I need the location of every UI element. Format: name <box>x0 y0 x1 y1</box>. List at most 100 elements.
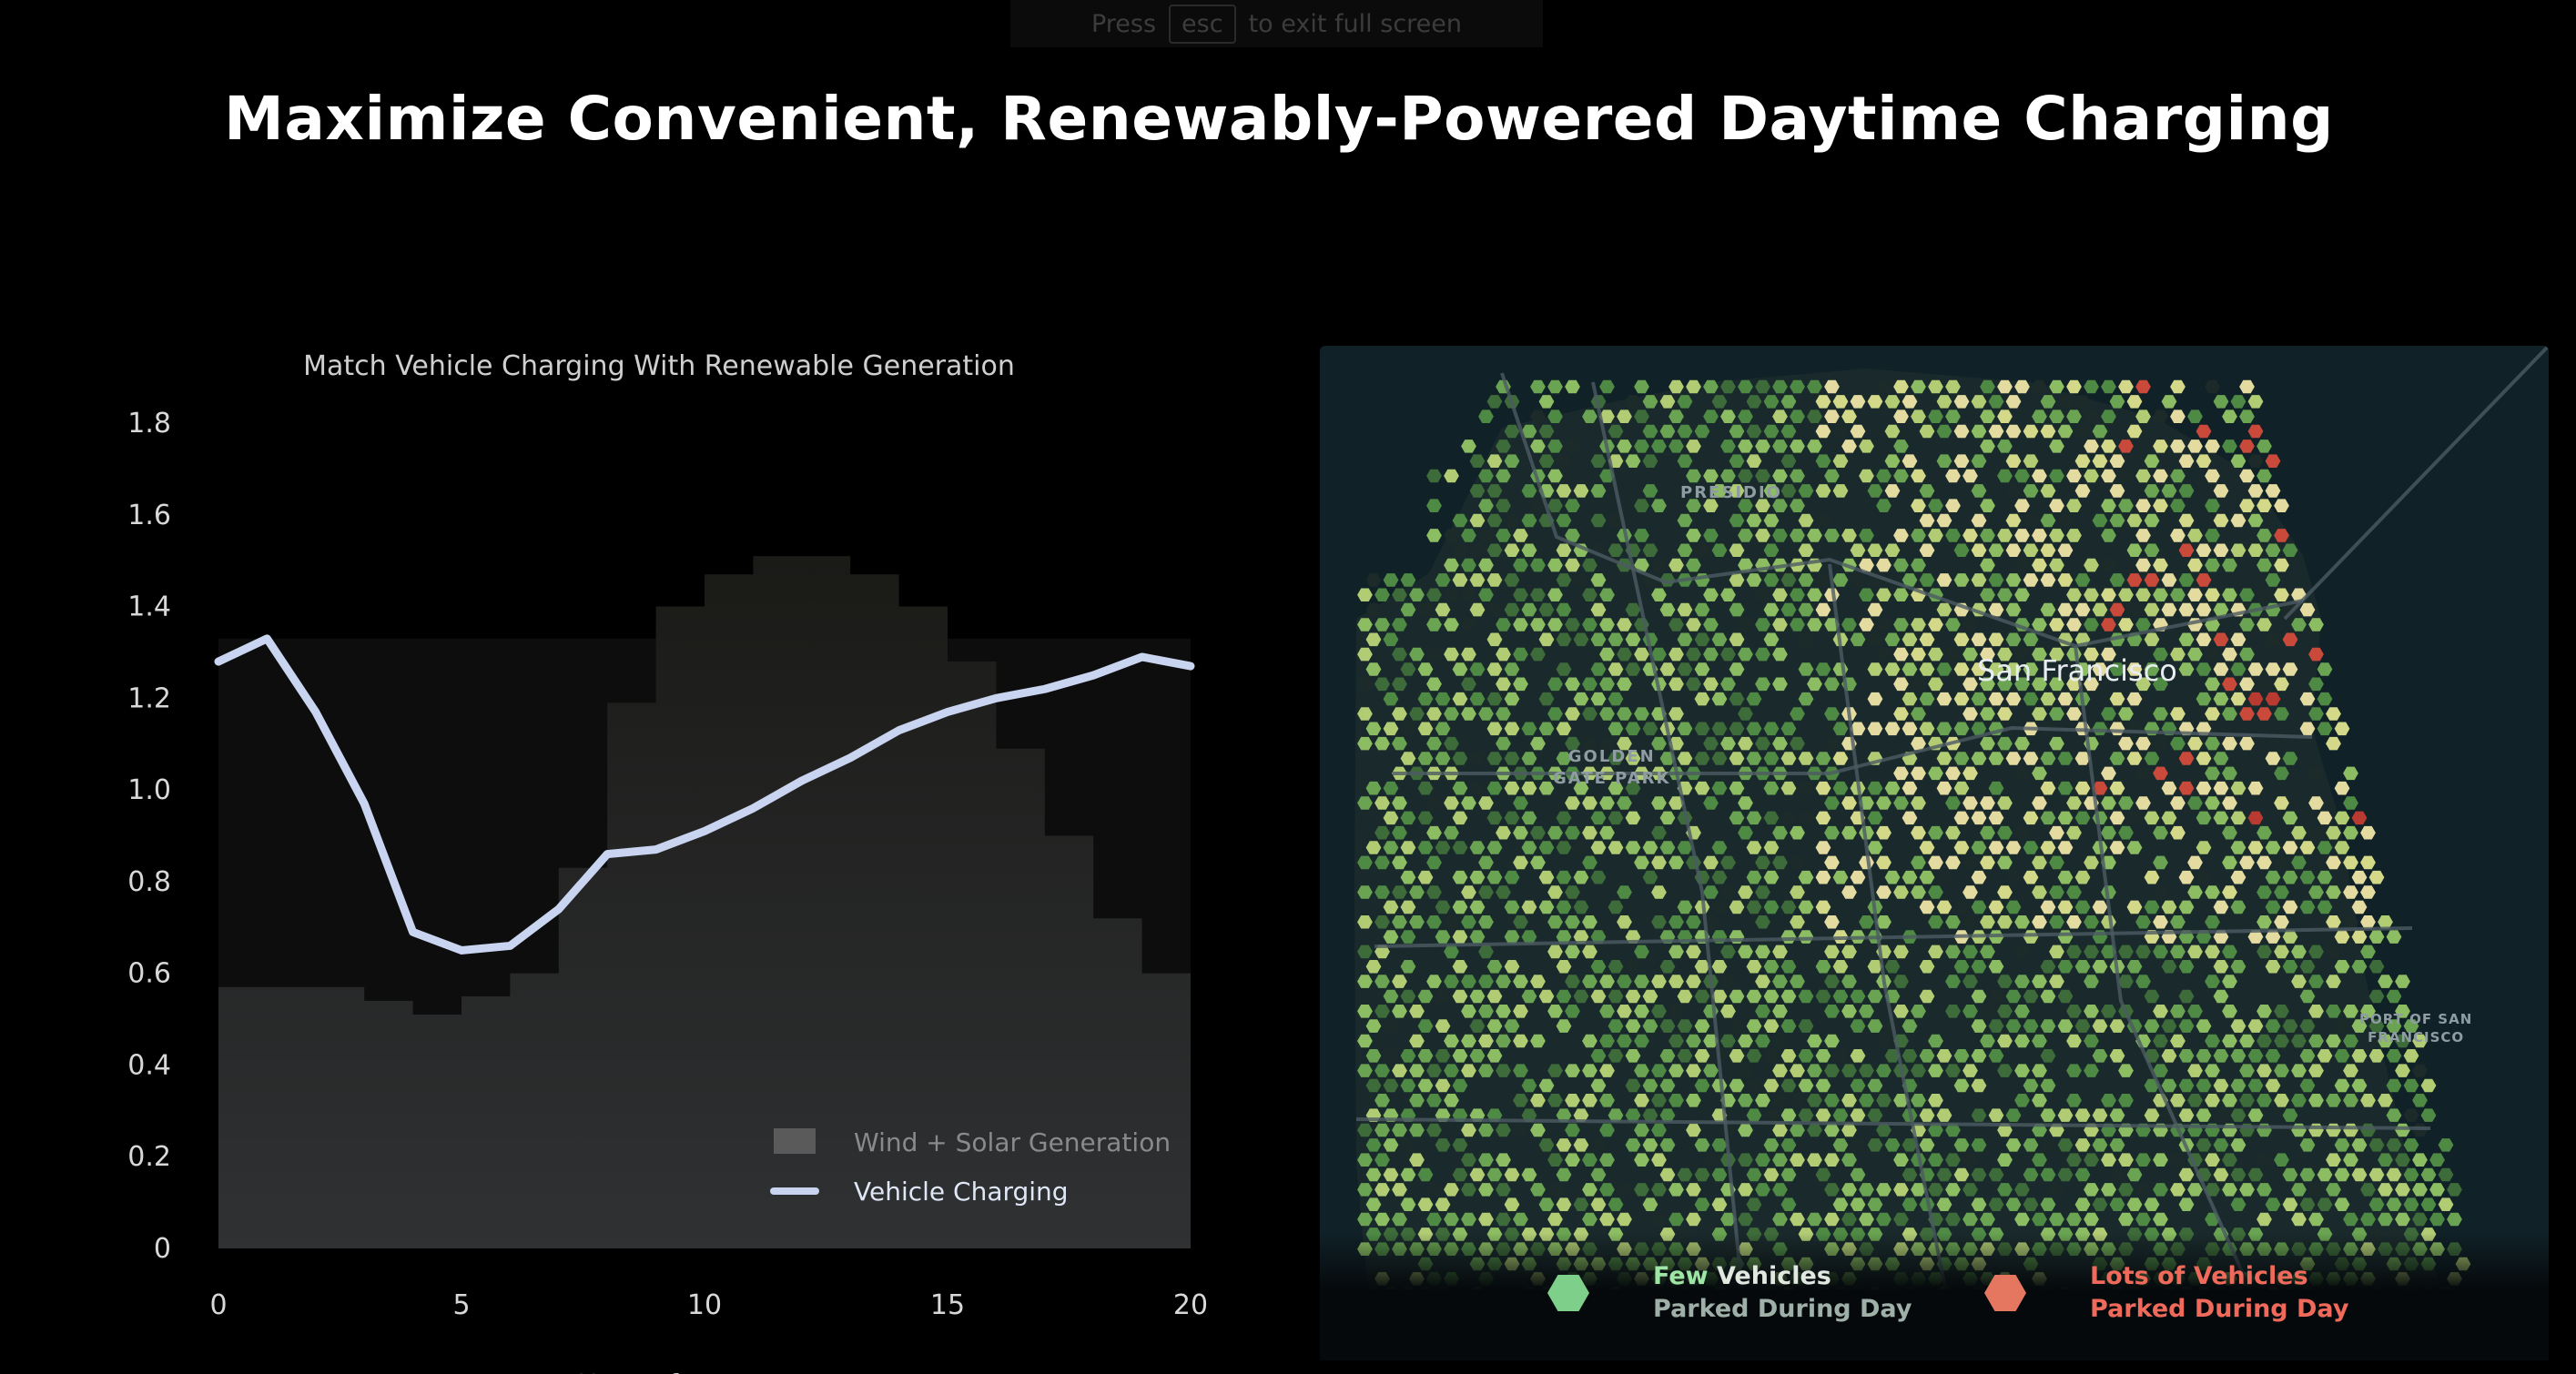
san-francisco-map[interactable]: PRESIDIO GOLDEN GATE PARK San Francisco … <box>1320 346 2549 1360</box>
map-hex-cell <box>1850 870 1866 884</box>
map-hex-cell <box>2282 841 2298 854</box>
map-hex-cell <box>2412 1034 2428 1048</box>
map-hex-cell <box>1738 499 1753 512</box>
map-hex-cell <box>2247 454 2264 468</box>
map-hex-cell <box>1876 915 1891 929</box>
map-hex-cell <box>2109 573 2125 587</box>
map-hex-cell <box>2144 752 2160 765</box>
map-hex-cell <box>1634 379 1649 394</box>
map-hex-cell <box>1780 1049 1797 1063</box>
map-hex-cell <box>1530 499 1546 512</box>
map-hex-cell <box>2153 825 2168 840</box>
map-hex-cell <box>1365 573 1382 587</box>
map-hex-cell <box>2438 1197 2454 1211</box>
map-hex-cell <box>2420 1078 2437 1093</box>
map-hex-cell <box>1496 885 1511 899</box>
map-hex-cell <box>1919 960 1935 974</box>
map-hex-cell <box>1365 1019 1382 1033</box>
map-hex-cell <box>2412 1153 2428 1167</box>
map-hex-cell <box>1617 796 1632 810</box>
map-hex-cell <box>1953 1078 1970 1093</box>
map-hex-cell <box>2291 825 2307 840</box>
map-hex-cell <box>1962 975 1978 988</box>
map-hex-cell <box>2205 529 2220 542</box>
map-hex-cell <box>2213 1138 2229 1152</box>
map-hex-cell <box>2084 1153 2099 1167</box>
map-hex-cell <box>1902 632 1918 647</box>
map-hex-cell <box>1919 722 1935 736</box>
map-hex-cell <box>2170 1094 2186 1107</box>
map-hex-cell <box>1962 915 1978 929</box>
map-hex-cell <box>2178 1049 2195 1063</box>
map-hex-cell <box>2074 781 2091 795</box>
map-hex-cell <box>2196 1138 2212 1152</box>
map-hex-cell <box>2368 870 2385 884</box>
map-hex-cell <box>2343 885 2358 899</box>
map-hex-cell <box>2126 543 2143 557</box>
map-hex-cell <box>2247 395 2264 409</box>
map-hex-cell <box>1729 632 1745 647</box>
map-hex-cell <box>1867 1108 1883 1122</box>
map-hex-cell <box>1884 1049 1901 1063</box>
map-hex-cell <box>2144 484 2160 498</box>
map-hex-cell <box>1565 1123 1580 1137</box>
map-hex-cell <box>1824 1034 1840 1048</box>
map-hex-cell <box>2360 885 2376 899</box>
map-hex-cell <box>1703 677 1719 692</box>
map-hex-cell <box>1409 1005 1425 1018</box>
map-hex-cell <box>2239 736 2255 751</box>
map-hex-cell <box>2040 513 2056 528</box>
map-hex-cell <box>1772 529 1788 542</box>
map-hex-cell <box>2014 379 2030 394</box>
map-hex-cell <box>2317 841 2333 854</box>
y-tick-label: 1.0 <box>127 774 171 806</box>
map-hex-cell <box>2144 543 2160 557</box>
map-hex-cell <box>1478 588 1494 601</box>
map-hex-cell <box>1755 1183 1770 1197</box>
map-hex-cell <box>2084 1183 2099 1197</box>
map-hex-cell <box>1902 1019 1918 1033</box>
map-hex-cell <box>2213 900 2229 914</box>
map-hex-cell <box>2101 499 2116 512</box>
map-hex-cell <box>1876 469 1891 483</box>
map-hex-cell <box>2049 915 2064 929</box>
map-hex-cell <box>2395 1034 2410 1048</box>
map-hex-cell <box>2178 989 2195 1004</box>
map-hex-cell <box>1357 1153 1373 1167</box>
map-hex-cell <box>1815 960 1831 974</box>
map-hex-cell <box>1677 602 1693 617</box>
map-hex-cell <box>1634 1064 1649 1077</box>
esc-key-badge[interactable]: esc <box>1169 4 1236 44</box>
map-hex-cell <box>1590 811 1607 825</box>
legend-lots-line2: Parked During Day <box>2090 1295 2349 1323</box>
map-hex-cell <box>1590 662 1607 676</box>
map-hex-cell <box>1703 1034 1719 1048</box>
map-hex-cell <box>1513 915 1528 929</box>
map-hex-cell <box>2239 409 2255 423</box>
map-hex-cell <box>1444 618 1459 631</box>
map-hex-cell <box>1962 945 1978 959</box>
map-hex-cell <box>1486 781 1503 795</box>
map-hex-cell <box>2257 499 2272 512</box>
map-hex-cell <box>1617 439 1632 453</box>
map-hex-cell <box>1971 1049 1987 1063</box>
map-hex-cell <box>1997 855 2013 870</box>
map-hex-cell <box>1841 1183 1857 1197</box>
map-hex-cell <box>1763 395 1780 409</box>
map-hex-cell <box>1607 841 1624 854</box>
map-hex-cell <box>1677 722 1693 736</box>
map-hex-cell <box>2222 707 2237 721</box>
map-hex-cell <box>1790 618 1805 631</box>
map-hex-cell <box>1911 855 1926 870</box>
map-hex-cell <box>1435 1049 1451 1063</box>
map-hex-cell <box>2126 811 2143 825</box>
map-hex-cell <box>1565 499 1580 512</box>
map-hex-cell <box>1417 989 1434 1004</box>
map-hex-cell <box>2005 513 2022 528</box>
map-hex-cell <box>1556 1108 1572 1122</box>
map-hex-cell <box>2161 573 2177 587</box>
map-hex-cell <box>1452 1138 1468 1152</box>
map-hex-cell <box>2153 1153 2168 1167</box>
map-hex-cell <box>1452 900 1468 914</box>
map-hex-cell <box>2247 1019 2264 1033</box>
